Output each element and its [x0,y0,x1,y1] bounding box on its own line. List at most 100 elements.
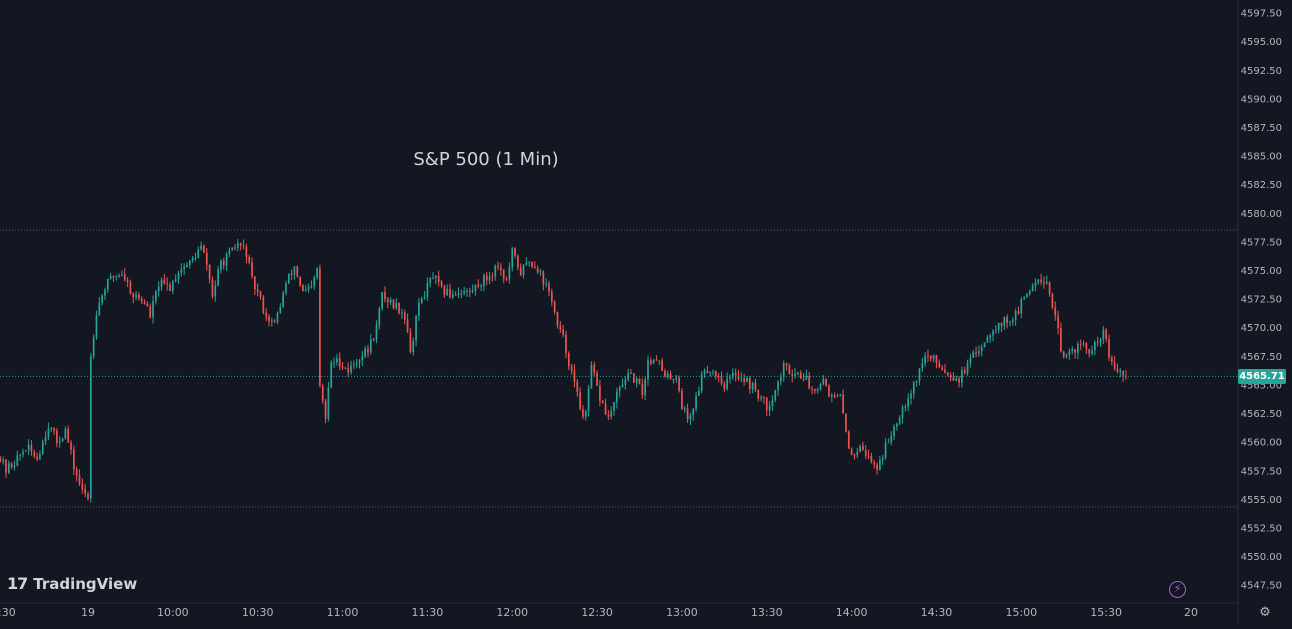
candle-body [672,379,675,381]
candle-body [401,312,403,314]
candle-body [468,290,471,292]
candle [647,355,649,386]
candle [836,393,839,398]
candle-body [367,348,369,353]
candle [579,387,581,411]
candle [963,366,966,375]
candle [353,360,355,370]
candle-body [1014,311,1017,321]
candle [474,284,477,296]
candle [955,375,958,382]
price-axis[interactable]: 4547.50 4550.00 4552.50 4555.00 4557.50 4560.… [1241,9,1282,592]
candle-body [211,279,214,297]
candle-body [582,409,584,417]
lightning-icon[interactable]: ⚡ [1169,581,1186,598]
candle-body [123,274,126,281]
candle [58,436,61,448]
candle [768,400,771,417]
candle-body [129,282,132,294]
candle [497,261,499,271]
candle-body [1054,307,1057,316]
candle [929,355,932,362]
candle-body [649,360,652,364]
candle-body [1122,370,1124,376]
candle-body [92,337,95,357]
candle [1065,353,1068,359]
candle [748,375,751,394]
candle-body [451,294,454,298]
candle [214,280,217,302]
candle-body [720,377,723,384]
candle [777,380,779,396]
candle [1006,314,1009,329]
candle [921,357,924,372]
candle [511,246,514,272]
candle-body [828,385,830,397]
candle [313,275,316,291]
candle-body [375,325,378,340]
candle-body [53,428,55,431]
candle [188,259,191,269]
candle-body [285,283,287,293]
candle [302,284,304,292]
candle-body [884,443,887,458]
candle [833,392,836,399]
candle [1119,368,1122,378]
candle [449,283,451,299]
candle-body [508,267,511,279]
candle [1088,348,1091,358]
candle [570,364,573,375]
candle [231,247,234,251]
tradingview-logo[interactable]: 17 TradingView [7,574,137,593]
candle [1082,340,1085,347]
candle [2,456,5,465]
x-tick-label: 15:00 [1005,606,1037,619]
candle [61,437,64,443]
candle-body [248,257,251,263]
candle [774,389,777,403]
candle [463,286,465,296]
candle [121,270,123,277]
candle [681,387,683,410]
candle-body [7,463,10,473]
time-axis[interactable]: :30 19 10:00 10:30 11:00 11:30 12:00 12:30 13:00… [0,606,1198,619]
candle [1077,341,1079,359]
candle-body [896,423,898,427]
candle [607,410,610,420]
gear-icon[interactable]: ⚙ [1259,605,1271,620]
candle-body [898,417,901,424]
candle-body [177,272,180,280]
candle [330,360,333,389]
candle [485,271,488,286]
candle [0,455,2,463]
candle-body [347,368,350,373]
candle [972,350,975,359]
x-tick-label: 14:00 [836,606,868,619]
candle [910,389,912,405]
candle-body [217,269,219,286]
candle-body [321,385,324,401]
candle [1113,355,1116,371]
candle-body [222,260,225,266]
candle-body [344,367,347,369]
candle-body [1079,343,1082,345]
candle [969,353,972,368]
candle [30,440,33,456]
candle-body [802,378,805,380]
candle [765,396,768,417]
y-tick-label: 4560.00 [1241,438,1282,449]
candle-body [443,285,446,296]
candle-body [658,360,661,362]
candle [502,269,505,284]
candle [1122,370,1124,382]
candle [763,396,765,405]
candle-body [797,372,799,374]
candle [604,398,607,415]
candle [285,280,287,296]
candle-body [610,410,613,417]
candle [273,318,276,324]
candle-body [81,483,84,489]
candle-body [1006,317,1009,323]
